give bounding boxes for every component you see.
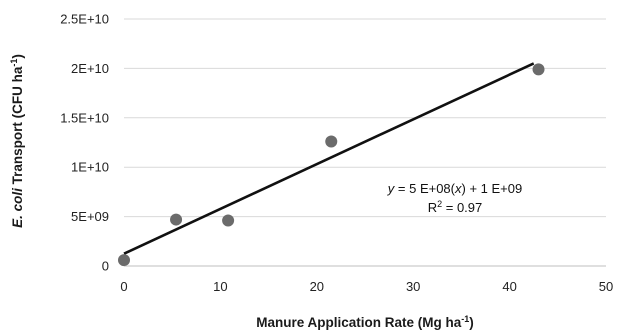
y-tick-label: 2.5E+10 [60, 12, 109, 27]
equation-tail: ) + 1 E+09 [462, 181, 523, 196]
r2-value: = 0.97 [442, 200, 482, 215]
y-tick-label: 1.5E+10 [60, 110, 109, 125]
r-squared-label: R2 = 0.97 [428, 199, 483, 215]
data-point [118, 254, 130, 267]
x-title-tail: ) [469, 315, 474, 330]
y-tick-label: 0 [102, 259, 109, 274]
equation-y-var: y [387, 181, 396, 196]
data-point [532, 63, 545, 76]
data-point [325, 135, 338, 148]
x-title-main: Manure Application Rate (Mg ha [256, 315, 462, 330]
trendline [123, 62, 535, 255]
x-tick-label: 40 [502, 279, 516, 294]
equation-x-var: x [454, 181, 462, 196]
x-axis-title: Manure Application Rate (Mg ha-1) [256, 314, 474, 330]
data-point [222, 214, 235, 227]
x-title-sup: -1 [461, 314, 469, 324]
data-point [170, 213, 183, 226]
regression-equation: y = 5 E+08(x) + 1 E+09 [387, 181, 522, 196]
x-tick-label: 20 [310, 279, 324, 294]
trendline-group [123, 62, 535, 255]
y-title-tail: ) [10, 54, 25, 59]
y-tick-label: 1E+10 [71, 160, 109, 175]
r2-label: R [428, 200, 437, 215]
x-tick-label: 30 [406, 279, 420, 294]
y-title-main: Transport (CFU ha [10, 66, 25, 188]
x-tick-label: 0 [120, 279, 127, 294]
r2-sup: 2 [437, 199, 442, 209]
x-ticks: 0 10 20 30 40 50 [120, 279, 613, 294]
y-axis-title: E. coli Transport (CFU ha-1) [9, 54, 25, 228]
data-points [118, 63, 545, 267]
x-tick-label: 10 [213, 279, 227, 294]
y-title-sup: -1 [9, 59, 19, 67]
y-ticks: 0 5E+09 1E+10 1.5E+10 2E+10 2.5E+10 [60, 12, 109, 274]
equation-mid: = 5 E+08( [394, 181, 455, 196]
x-tick-label: 50 [599, 279, 613, 294]
y-title-italic: E. coli [10, 188, 25, 228]
y-tick-label: 5E+09 [71, 209, 109, 224]
y-tick-label: 2E+10 [71, 61, 109, 76]
